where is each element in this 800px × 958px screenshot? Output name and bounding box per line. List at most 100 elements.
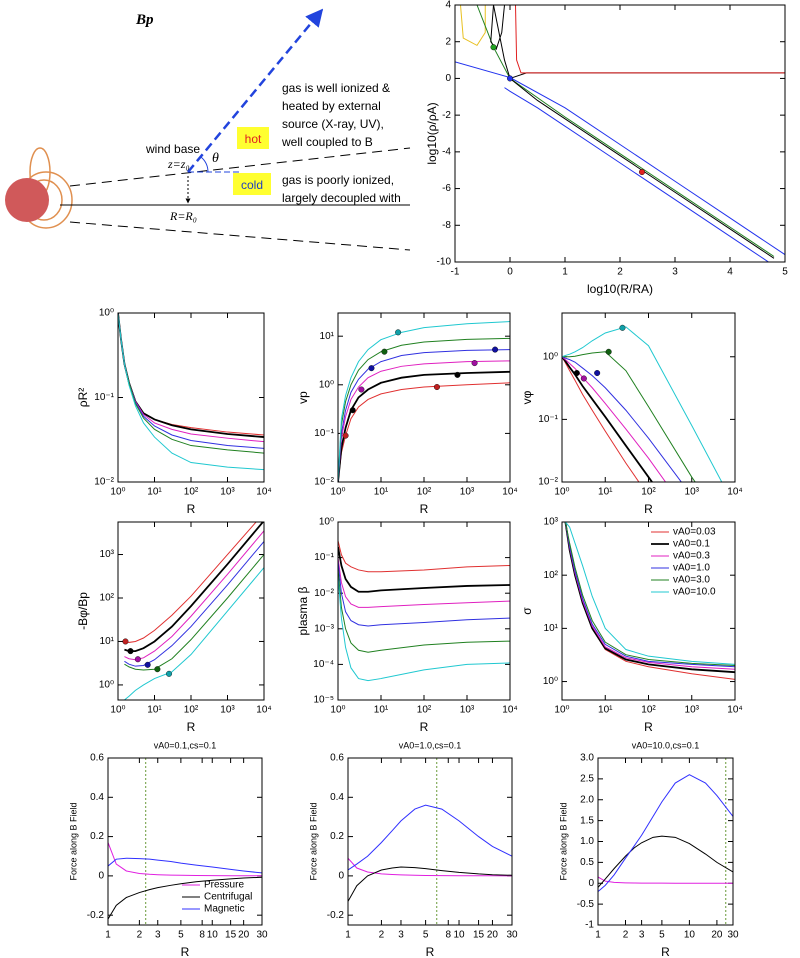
series-line [338,576,510,682]
x-tick-label: 10³ [220,705,235,716]
series-line [476,5,775,257]
series-line [562,326,723,482]
y-tick-label: -4 [442,146,451,157]
marker-dot [619,324,626,331]
x-tick-label: 3 [672,267,678,278]
y-tick-label: 10⁻¹ [538,414,558,425]
y-tick-label: 0.5 [580,857,594,868]
x-tick-label: 5 [423,930,429,941]
marker-dot [471,360,478,367]
chart-title: vA0=1.0,cs=0.1 [399,740,462,750]
y-axis-label: Force along B Field [68,802,78,880]
x-axis-label: log10(R/RA) [587,282,653,296]
legend-label: vA0=10.0 [673,587,716,598]
y-tick-label: -1 [585,920,594,931]
marker-dot [122,638,129,645]
x-tick-label: 1 [345,930,351,941]
series-line [338,337,510,482]
series-line [118,313,264,454]
series-line [348,804,512,871]
x-tick-label: 8 [199,930,205,941]
x-axis-label: R [187,502,196,516]
marker-dot [573,370,580,377]
y-tick-label: 0.2 [330,831,344,842]
series-line [124,522,264,652]
series-line [338,557,510,608]
y-tick-label: 1.5 [580,815,594,826]
marker-dot [594,370,601,377]
x-axis-label: R [187,720,196,734]
legend-label: Pressure [204,880,244,891]
x-tick-label: 30 [727,930,739,941]
marker-dot [492,346,499,353]
x-tick-label: 10⁰ [330,705,345,716]
x-tick-label: 15 [225,930,237,941]
x-tick-label: 10¹ [374,705,389,716]
marker-dot [166,670,173,677]
y-tick-label: 10⁰ [543,676,558,687]
y-tick-label: -0.2 [87,910,105,921]
field-arrow [187,8,324,173]
y-tick-label: 10⁻² [94,477,114,488]
x-axis-label: R [181,945,190,958]
x-tick-label: 10² [184,487,199,498]
axes-frame [107,757,263,926]
marker-dot [342,432,349,439]
x-tick-label: 10² [641,705,656,716]
angle-label: θ [212,151,219,166]
legend-label: vA0=1.0 [673,563,710,574]
x-tick-label: 10⁴ [256,487,271,498]
series-line [118,313,264,436]
y-tick-label: 3.0 [580,753,594,764]
marker-dot [127,648,134,655]
y-tick-label: 10⁻⁵ [313,695,334,706]
y-tick-label: 10⁻¹ [314,552,334,563]
series-line [124,530,264,661]
marker-dot [507,75,514,82]
chart-panel: 10⁰ 10¹ 10² 10³ 10⁴ 10⁻² 10⁻¹ 10⁰ 10¹ Rvp [296,312,518,516]
y-tick-label: -0.5 [577,899,595,910]
x-tick-label: 30 [256,930,268,941]
x-axis-label: R [420,502,429,516]
marker-dot [395,329,402,336]
series-line [562,356,682,482]
series-line [562,356,667,482]
legend-label: Centrifugal [204,892,252,903]
series-line [598,835,733,888]
y-tick-label: 10⁻¹ [314,428,334,439]
x-tick-label: 10⁴ [502,705,517,716]
disk-surface [69,221,411,251]
y-tick-label: 10⁻² [314,477,334,488]
chart-title: vA0=0.1,cs=0.1 [154,740,217,750]
series-line [338,321,510,482]
series-line [108,842,262,877]
y-tick-label: 10¹ [544,623,559,634]
x-tick-label: 10 [207,930,219,941]
marker-dot [358,386,365,393]
disk-surface [69,147,411,187]
x-tick-label: 2 [623,930,629,941]
x-tick-label: 10⁴ [256,705,271,716]
marker-dot [639,169,646,176]
x-axis-label: R [426,945,435,958]
x-tick-label: 0 [507,267,513,278]
x-tick-label: 10² [417,487,432,498]
radius-label: R=R₀ [169,209,197,223]
series-line [118,313,264,443]
axes-frame [117,312,265,483]
axes-frame [337,312,511,483]
x-tick-label: 10⁴ [727,487,742,498]
field-label: Bp [135,12,154,28]
hot-description: heated by external [282,99,381,113]
series-line [124,541,264,667]
y-tick-label: -0.2 [327,910,345,921]
marker-dot [490,44,497,51]
x-tick-label: 10¹ [374,487,389,498]
x-tick-label: 10³ [685,705,700,716]
series-line [565,522,735,665]
x-tick-label: 10³ [460,487,475,498]
x-tick-label: 10² [641,487,656,498]
series-line [338,546,510,593]
legend-label: vA0=0.03 [673,527,716,538]
